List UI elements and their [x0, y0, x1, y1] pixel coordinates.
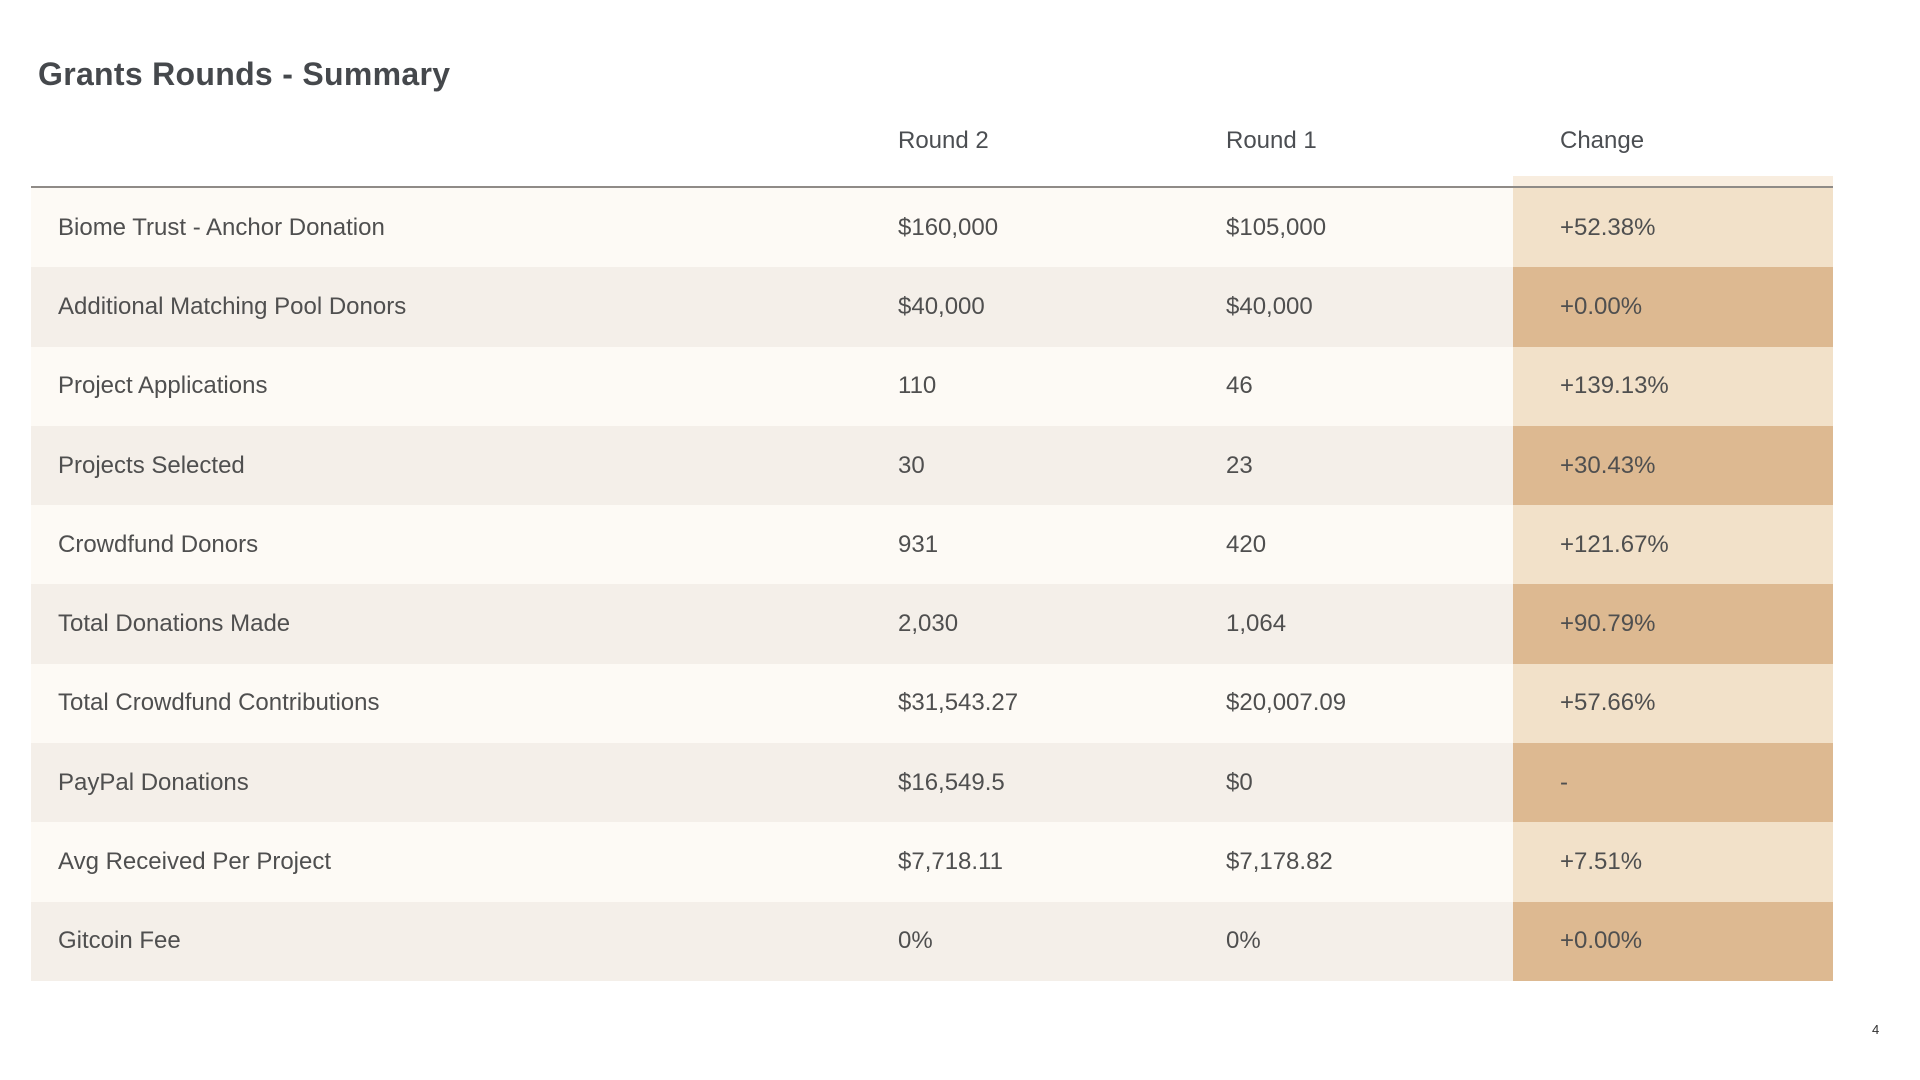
table-row: Avg Received Per Project $7,718.11 $7,17… — [31, 822, 1833, 902]
table-row: Total Crowdfund Contributions $31,543.27… — [31, 663, 1833, 744]
round1-value: 46 — [1226, 372, 1253, 400]
table-header-row: Round 2 Round 1 Change — [31, 108, 1833, 174]
change-value: +52.38% — [1513, 188, 1833, 268]
column-header-round2: Round 2 — [898, 127, 989, 154]
round2-value: $7,718.11 — [898, 848, 1003, 876]
round2-value: $31,543.27 — [898, 689, 1019, 717]
column-header-change: Change — [1560, 127, 1645, 154]
round1-value: 23 — [1226, 451, 1253, 479]
round2-value: 931 — [898, 530, 939, 558]
table-row: PayPal Donations $16,549.5 $0 - — [31, 743, 1833, 823]
table-row: Crowdfund Donors 931 420 +121.67% — [31, 505, 1833, 585]
row-label: Additional Matching Pool Donors — [58, 292, 407, 320]
round2-value: 2,030 — [898, 610, 959, 638]
table-row: Additional Matching Pool Donors $40,000 … — [31, 267, 1833, 347]
change-value: +139.13% — [1513, 346, 1833, 426]
round1-value: $20,007.09 — [1226, 689, 1347, 717]
column-header-round1: Round 1 — [1226, 127, 1317, 154]
row-label: Project Applications — [58, 372, 268, 400]
change-value: +121.67% — [1513, 505, 1833, 585]
round2-value: $160,000 — [898, 213, 999, 241]
round1-value: $40,000 — [1226, 292, 1313, 320]
round2-value: $16,549.5 — [898, 768, 1005, 796]
round2-value: 30 — [898, 451, 925, 479]
header-divider-line — [31, 186, 1833, 188]
row-label: PayPal Donations — [58, 768, 249, 796]
round1-value: 420 — [1226, 530, 1267, 558]
round2-value: 0% — [898, 927, 933, 955]
change-value: +7.51% — [1513, 822, 1833, 902]
round1-value: $105,000 — [1226, 213, 1327, 241]
page-title: Grants Rounds - Summary — [38, 56, 451, 92]
table-row: Project Applications 110 46 +139.13% — [31, 346, 1833, 426]
change-value: +57.66% — [1513, 663, 1833, 744]
row-label: Crowdfund Donors — [58, 530, 259, 558]
row-label: Projects Selected — [58, 451, 245, 479]
round1-value: $7,178.82 — [1226, 848, 1333, 876]
row-label: Total Crowdfund Contributions — [58, 689, 380, 717]
round1-value: 1,064 — [1226, 610, 1287, 638]
change-value: +0.00% — [1513, 267, 1833, 347]
change-value: +0.00% — [1513, 901, 1833, 981]
table-row: Biome Trust - Anchor Donation $160,000 $… — [31, 188, 1833, 268]
change-value: +30.43% — [1513, 425, 1833, 506]
row-label: Gitcoin Fee — [58, 927, 181, 955]
table-row: Gitcoin Fee 0% 0% +0.00% — [31, 901, 1833, 981]
change-column-header-tint — [1513, 176, 1833, 186]
row-label: Biome Trust - Anchor Donation — [58, 213, 385, 241]
row-label: Avg Received Per Project — [58, 848, 332, 876]
table-row: Projects Selected 30 23 +30.43% — [31, 425, 1833, 506]
table-body: Biome Trust - Anchor Donation $160,000 $… — [31, 188, 1833, 981]
change-value: - — [1513, 743, 1833, 823]
round2-value: $40,000 — [898, 292, 985, 320]
page-number: 4 — [1872, 1022, 1880, 1037]
row-label: Total Donations Made — [58, 610, 291, 638]
change-value: +90.79% — [1513, 584, 1833, 664]
round2-value: 110 — [898, 372, 937, 400]
round1-value: $0 — [1226, 768, 1253, 796]
table-row: Total Donations Made 2,030 1,064 +90.79% — [31, 584, 1833, 664]
round1-value: 0% — [1226, 927, 1261, 955]
summary-table: Round 2 Round 1 Change Biome Trust - Anc… — [31, 0, 1833, 981]
